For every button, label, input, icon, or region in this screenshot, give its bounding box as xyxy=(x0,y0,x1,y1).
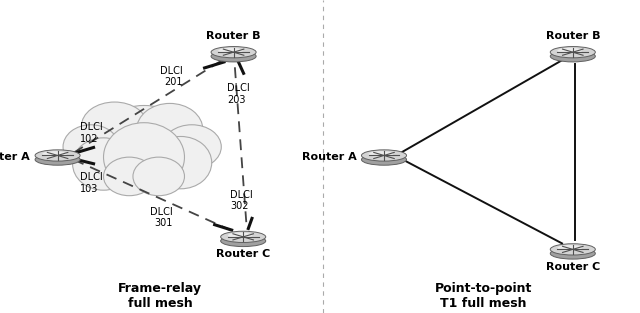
Ellipse shape xyxy=(550,248,595,259)
Text: Frame-relay
full mesh: Frame-relay full mesh xyxy=(118,282,202,310)
Text: DLCI
103: DLCI 103 xyxy=(80,172,103,194)
Ellipse shape xyxy=(104,157,155,196)
Ellipse shape xyxy=(550,47,595,58)
Text: DLCI
203: DLCI 203 xyxy=(227,83,250,105)
Ellipse shape xyxy=(104,123,184,192)
Ellipse shape xyxy=(163,125,221,169)
Ellipse shape xyxy=(133,157,184,196)
Ellipse shape xyxy=(221,235,266,247)
Ellipse shape xyxy=(211,51,256,62)
Ellipse shape xyxy=(72,138,134,190)
Ellipse shape xyxy=(100,105,188,167)
Ellipse shape xyxy=(42,151,67,157)
Text: DLCI
302: DLCI 302 xyxy=(230,189,253,211)
Text: Router C: Router C xyxy=(216,249,270,259)
Ellipse shape xyxy=(137,103,203,156)
Text: DLCI
201: DLCI 201 xyxy=(159,66,182,88)
Ellipse shape xyxy=(211,47,256,58)
Ellipse shape xyxy=(369,151,393,157)
Ellipse shape xyxy=(228,233,252,238)
Text: Router A: Router A xyxy=(301,151,356,162)
Ellipse shape xyxy=(557,245,582,251)
Ellipse shape xyxy=(81,102,148,150)
Ellipse shape xyxy=(550,244,595,255)
Ellipse shape xyxy=(550,51,595,62)
Text: DLCI
301: DLCI 301 xyxy=(150,207,173,228)
Text: Point-to-point
T1 full mesh: Point-to-point T1 full mesh xyxy=(435,282,532,310)
Text: Router B: Router B xyxy=(206,31,261,41)
Text: DLCI
102: DLCI 102 xyxy=(80,122,103,144)
Ellipse shape xyxy=(218,48,243,54)
Ellipse shape xyxy=(35,154,80,165)
Ellipse shape xyxy=(150,136,212,189)
Ellipse shape xyxy=(35,150,80,161)
Ellipse shape xyxy=(63,125,119,169)
Ellipse shape xyxy=(221,231,266,243)
Text: Router A: Router A xyxy=(0,151,30,162)
Text: Router B: Router B xyxy=(545,31,600,41)
Ellipse shape xyxy=(362,150,406,161)
Text: Router C: Router C xyxy=(546,262,600,272)
Ellipse shape xyxy=(557,48,582,54)
Ellipse shape xyxy=(362,154,406,165)
